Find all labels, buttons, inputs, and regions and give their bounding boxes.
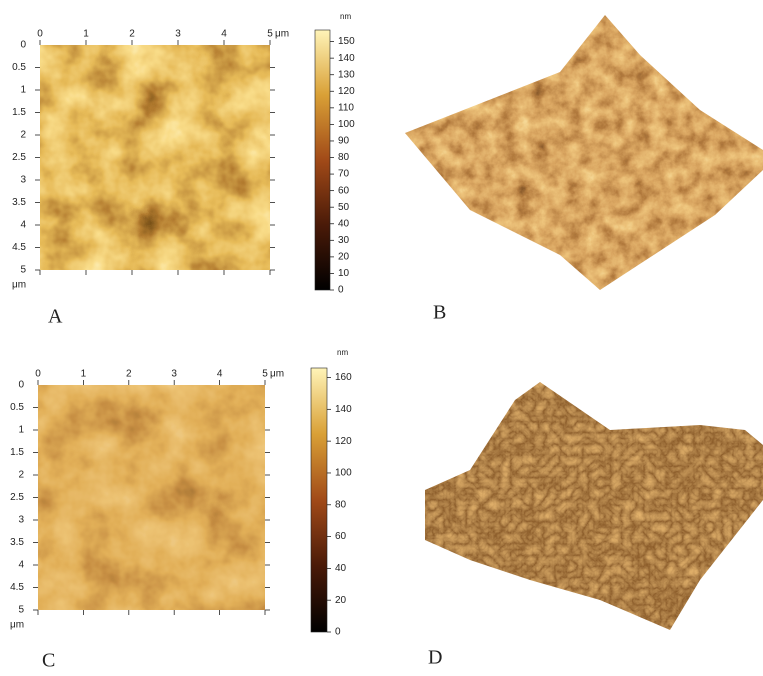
y-tick-label: 4.5 [10,582,24,593]
colorbar-tick-label: 90 [338,136,350,147]
x-tick-label: 5 [267,29,273,40]
afm-3d-surface [420,378,763,634]
x-tick-label: 5 [262,369,268,380]
x-tick-label: 2 [126,369,132,380]
panel-label: A [48,306,63,328]
colorbar-tick-label: 120 [335,436,352,447]
colorbar-tick-label: 80 [335,499,347,510]
y-tick-label: 0.5 [10,402,24,413]
colorbar-tick-label: 10 [338,268,350,279]
colorbar-tick-label: 100 [335,468,352,479]
afm-image [40,45,270,270]
y-tick-label: 2.5 [10,492,24,503]
x-tick-label: 3 [175,29,181,40]
y-tick-label: 3 [18,515,24,526]
figure: A B C D 012345μm00.511.522.533.544.55μmn… [0,0,763,676]
y-tick-label: 1 [18,425,24,436]
colorbar-tick-label: 160 [335,372,352,383]
colorbar-tick-label: 120 [338,86,355,97]
x-tick-label: 1 [83,29,89,40]
x-tick-label: 4 [221,29,227,40]
y-tick-label: 3 [20,175,26,186]
y-tick-label: 2.5 [12,152,26,163]
colorbar-tick-label: 60 [335,531,347,542]
y-tick-label: 5 [18,605,24,616]
panel-label: C [42,650,55,672]
y-tick-label: 0 [18,380,24,391]
colorbar-tick-label: 110 [338,102,354,113]
afm-overlay [38,385,265,610]
y-tick-label: 2 [20,130,26,141]
x-tick-label: 4 [217,369,223,380]
x-tick-label: 0 [37,29,43,40]
colorbar-tick-label: 100 [338,119,355,130]
colorbar-tick-label: 0 [338,285,344,296]
y-tick-label: 0 [20,40,26,51]
y-tick-label: 5 [20,265,26,276]
y-unit: μm [10,620,24,631]
x-tick-label: 3 [171,369,177,380]
x-unit: μm [270,369,284,380]
x-tick-label: 2 [129,29,135,40]
y-tick-label: 3.5 [10,537,24,548]
colorbar-unit: nm [340,12,351,21]
colorbar-tick-label: 70 [338,169,350,180]
colorbar [315,30,330,290]
colorbar-tick-label: 20 [335,595,347,606]
colorbar-tick-label: 140 [335,404,352,415]
colorbar-tick-label: 40 [335,563,347,574]
y-tick-label: 1 [20,85,26,96]
panel-label: D [428,647,442,669]
panel-label: B [433,302,446,324]
colorbar [311,368,327,632]
colorbar-tick-label: 30 [338,235,350,246]
y-tick-label: 4 [18,560,24,571]
x-unit: μm [275,29,289,40]
colorbar-tick-label: 0 [335,627,341,638]
y-tick-label: 1.5 [12,107,26,118]
afm-3d-surface [400,10,763,295]
colorbar-tick-label: 130 [338,69,355,80]
y-tick-label: 4.5 [12,242,26,253]
y-tick-label: 3.5 [12,197,26,208]
colorbar-tick-label: 50 [338,202,350,213]
colorbar-tick-label: 40 [338,218,350,229]
colorbar-tick-label: 80 [338,152,350,163]
x-tick-label: 0 [35,369,41,380]
y-tick-label: 2 [18,470,24,481]
colorbar-tick-label: 140 [338,53,355,64]
colorbar-tick-label: 150 [338,36,355,47]
colorbar-unit: nm [337,348,348,357]
colorbar-tick-label: 20 [338,252,350,263]
y-tick-label: 0.5 [12,62,26,73]
y-unit: μm [12,280,26,291]
y-tick-label: 1.5 [10,447,24,458]
x-tick-label: 1 [81,369,87,380]
colorbar-tick-label: 60 [338,185,350,196]
y-tick-label: 4 [20,220,26,231]
